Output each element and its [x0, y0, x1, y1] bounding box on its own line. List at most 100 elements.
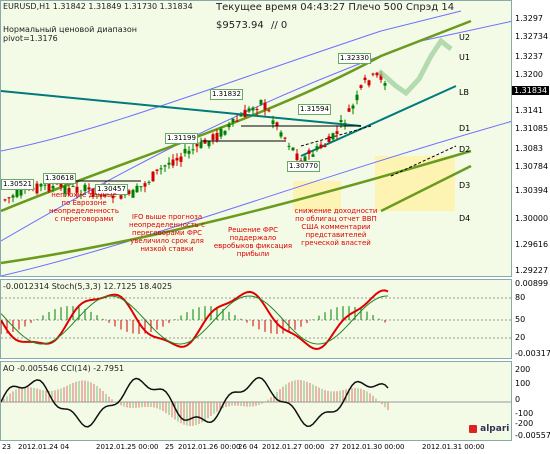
ao-svg: [1, 376, 511, 428]
candle-body: [367, 80, 371, 86]
candle-body: [267, 110, 271, 112]
candle-body: [307, 150, 311, 154]
candle-body: [223, 130, 227, 135]
cci-line: [1, 376, 389, 428]
axis-label: 20: [515, 333, 526, 342]
candle-body: [71, 186, 75, 188]
candle-body: [375, 72, 379, 76]
axis-label: -100: [515, 409, 534, 418]
level-label: D4: [459, 214, 471, 223]
candle-body: [139, 186, 143, 188]
channel-upper: [1, 19, 472, 213]
level-label: D1: [459, 124, 471, 133]
stoch-panel[interactable]: -0.0012314 Stoch(5,3,3) 12.7125 18.4025: [0, 279, 512, 359]
lower-band: [1, 121, 511, 276]
axis-label: 1.3237: [515, 52, 543, 61]
candle-body: [287, 145, 291, 147]
candle-body: [279, 132, 283, 137]
candle-body: [247, 108, 251, 112]
candle-body: [311, 154, 315, 157]
axis-label: 1.32734: [515, 32, 549, 41]
forecast-path: [377, 37, 453, 97]
zone-box: [375, 156, 455, 211]
ao-axis: 200 100 0 -100 -200 -0.00557: [512, 361, 550, 441]
candle-body: [151, 171, 155, 182]
candle-body: [271, 120, 275, 125]
price-tag: 1.32330: [338, 53, 371, 64]
outer-band: [1, 10, 462, 152]
candle-body: [243, 109, 247, 118]
candle-body: [163, 165, 167, 167]
time-label: 25: [165, 443, 174, 451]
level-label: U2: [459, 33, 470, 42]
price-tag: 1.31832: [210, 89, 243, 100]
candle-body: [251, 107, 255, 111]
trend-up: [300, 85, 457, 157]
ao-cci-panel[interactable]: AO -0.005546 CCI(14) -2.7951 alpari: [0, 361, 512, 441]
price-tag: 1.31594: [298, 104, 331, 115]
balance: $9573.94: [216, 20, 264, 31]
axis-label: 1.31085: [515, 124, 549, 133]
level-label: U1: [459, 53, 470, 62]
price-panel[interactable]: EURUSD,H1 1.31842 1.31849 1.31730 1.3183…: [0, 0, 512, 277]
candle-body: [235, 120, 239, 122]
level-label: D2: [459, 145, 471, 154]
candle-body: [131, 189, 135, 198]
candle-body: [171, 159, 175, 166]
candle-body: [135, 185, 139, 193]
candle-body: [83, 184, 87, 192]
stoch-d-line: [1, 295, 389, 345]
axis-label: 1.3083: [515, 144, 543, 153]
slash-value: // 0: [271, 20, 288, 31]
candle-body: [43, 184, 47, 186]
price-axis: 1.3297 1.32734 1.3237 1.3200 1.31834 1.3…: [512, 0, 550, 277]
axis-label: 200: [515, 365, 531, 374]
candle-body: [91, 188, 95, 197]
candle-body: [87, 187, 91, 190]
upper-band: [1, 20, 511, 242]
axis-label: 0: [515, 395, 521, 404]
level-label: LB: [459, 88, 469, 97]
time-label: 2012.01.26 00:00: [178, 443, 241, 451]
candle-body: [67, 188, 71, 193]
candle-body: [59, 182, 63, 187]
axis-label: 1.3141: [515, 106, 543, 115]
candle-body: [51, 186, 55, 189]
candle-body: [339, 120, 343, 123]
brand-icon: [469, 424, 477, 433]
candle-body: [335, 131, 339, 135]
stoch-axis: 0.00899 80 50 20 -0.00317: [512, 279, 550, 359]
candle-body: [239, 114, 243, 117]
candle-body: [363, 77, 367, 81]
axis-label: 1.29227: [515, 266, 549, 275]
axis-label: 1.3200: [515, 70, 543, 79]
candle-body: [255, 108, 259, 110]
axis-label: 1.30000: [515, 214, 549, 223]
candle-body: [371, 73, 375, 75]
time-label: 2012.01.27 00:00: [262, 443, 325, 451]
candle-body: [347, 108, 351, 112]
time-label: 2012.01.25 00:00: [96, 443, 159, 451]
candle-body: [219, 128, 223, 137]
price-tag: 1.30770: [287, 161, 320, 172]
range-label: Нормальный ценовой диапазон: [3, 25, 138, 34]
candle-body: [191, 149, 195, 151]
time-axis: 23 2012.01.24 04 2012.01.25 00:00 25 201…: [0, 442, 550, 454]
pivot-label: pivot=1.3176: [3, 34, 58, 43]
news-note: неплохие данные по Еврозоне неопределенн…: [49, 191, 119, 223]
candle-body: [295, 153, 299, 161]
candle-body: [111, 195, 115, 199]
candle-body: [215, 132, 219, 141]
candle-body: [187, 150, 191, 154]
level-label: D3: [459, 181, 471, 190]
brand-text: alpari: [480, 424, 510, 434]
trend-down: [1, 90, 362, 127]
news-note: снижение доходности по облигац отчет ВВП…: [294, 207, 378, 247]
candle-body: [327, 136, 331, 143]
candle-body: [35, 183, 39, 194]
candle-body: [155, 169, 159, 171]
candle-body: [331, 133, 335, 140]
ao-histogram: [3, 379, 389, 426]
news-note: IFO выше прогноза неопределенность с пер…: [129, 213, 205, 253]
